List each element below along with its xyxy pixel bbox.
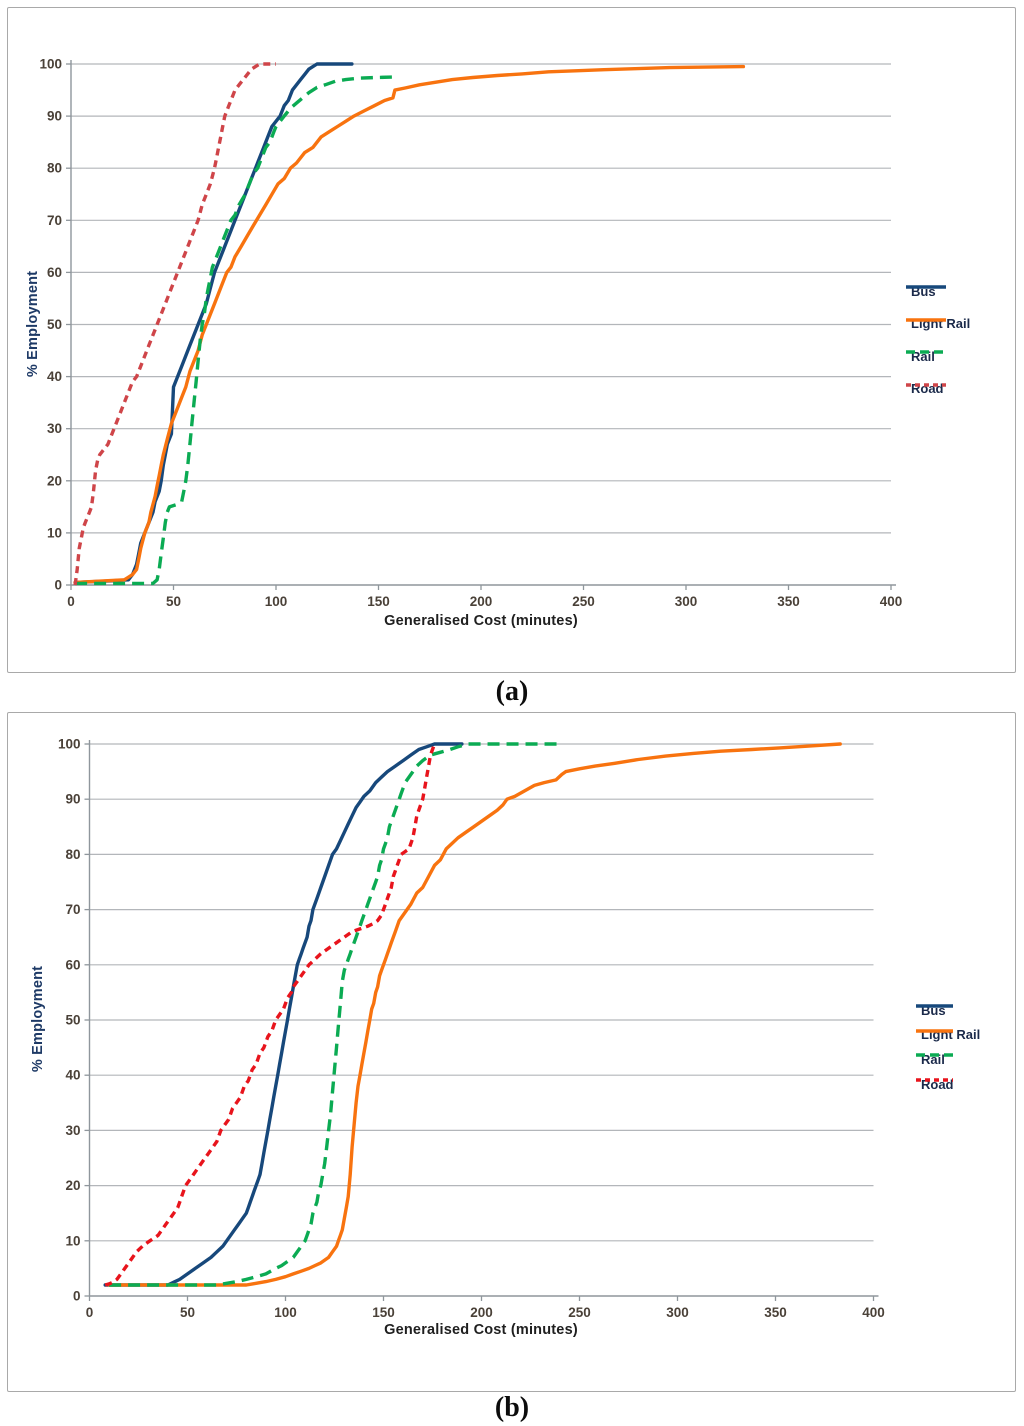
legend-line-sample: [916, 1004, 953, 1008]
x-tick-label: 0: [86, 1305, 94, 1320]
x-axis-title-b: Generalised Cost (minutes): [384, 1322, 578, 1338]
x-tick-label: 150: [372, 1305, 395, 1320]
legend-entry-bus: Bus: [916, 1002, 953, 1018]
series-line-bus: [73, 62, 354, 585]
y-tick-label: 80: [47, 161, 62, 176]
figure-a: 0 50 100 150 200 250 300 350 400 0 10 20 30 40 50 60 70 8…: [7, 7, 1016, 673]
legend-entry-light-rail: Light Rail: [916, 1027, 980, 1043]
x-tick-label: 350: [777, 594, 800, 609]
series-line-rail: [109, 742, 562, 1287]
y-tick-label: 100: [58, 737, 81, 752]
x-axis-title-a: Generalised Cost (minutes): [384, 613, 578, 629]
y-tick-label: 20: [65, 1178, 80, 1193]
series-line-rail: [75, 75, 395, 586]
x-tick-label: 400: [880, 594, 903, 609]
legend-line-sample: [906, 382, 946, 387]
series-line-bus: [103, 742, 464, 1287]
series-line-light-rail: [107, 742, 842, 1287]
x-tick-label: 0: [67, 594, 75, 609]
legend-entry-rail: Rail: [916, 1051, 953, 1067]
y-axis-title-b: % Employment: [30, 965, 46, 1073]
y-tick-label: 20: [47, 473, 62, 488]
legend-entry-road: Road: [916, 1076, 954, 1092]
x-tick-label: 100: [265, 594, 288, 609]
x-tick-label: 100: [274, 1305, 297, 1320]
y-tick-label: 90: [47, 109, 62, 124]
legend-entry-rail: Rail: [906, 348, 946, 364]
y-tick-label: 50: [47, 317, 62, 332]
legend-entry-light-rail: Light Rail: [906, 316, 970, 332]
y-tick-label: 60: [65, 957, 80, 972]
legend-line-sample: [916, 1028, 953, 1033]
y-tick-label: 90: [65, 792, 80, 807]
legend-line-sample: [906, 350, 946, 354]
y-tick-label: 80: [65, 847, 80, 862]
chart-a-canvas: 0 50 100 150 200 250 300 350 400 0 10 20 30 40 50 60 70 8…: [39, 57, 903, 610]
legend-entry-bus: Bus: [906, 283, 946, 299]
series-line-road: [104, 743, 437, 1287]
y-tick-label: 50: [65, 1013, 80, 1028]
x-tick-label: 400: [862, 1305, 885, 1320]
caption-b: (b): [494, 1392, 530, 1423]
y-axis-title-a: % Employment: [25, 270, 41, 378]
y-tick-label: 30: [47, 421, 62, 436]
x-tick-label: 250: [572, 594, 595, 609]
series-line-light-rail: [73, 64, 746, 585]
y-tick-label: 0: [54, 578, 62, 593]
y-tick-label: 70: [47, 213, 62, 228]
x-tick-label: 150: [367, 594, 390, 609]
y-tick-label: 40: [65, 1068, 80, 1083]
y-tick-label: 70: [65, 902, 80, 917]
legend-entry-road: Road: [906, 381, 946, 397]
chart-b-canvas: 0 50 100 150 200 250 300 350 400 0 10 20 30 40 50 60 70 8…: [58, 737, 885, 1321]
legend-line-sample: [916, 1078, 953, 1082]
figure-b: 0 50 100 150 200 250 300 350 400 0 10 20 30 40 50 60 70 8…: [7, 712, 1016, 1392]
x-tick-label: 300: [666, 1305, 689, 1320]
series-line-road: [73, 62, 276, 586]
legend-line-sample: [916, 1053, 953, 1058]
x-tick-label: 200: [470, 594, 493, 609]
x-tick-label: 350: [764, 1305, 787, 1320]
y-tick-label: 60: [47, 265, 62, 280]
x-tick-label: 50: [166, 594, 181, 609]
x-tick-label: 250: [568, 1305, 591, 1320]
x-tick-label: 200: [470, 1305, 493, 1320]
legend-line-sample: [906, 285, 946, 289]
caption-a: (a): [495, 676, 529, 707]
y-tick-label: 10: [47, 525, 62, 540]
legend-line-sample: [906, 317, 946, 322]
x-tick-label: 300: [675, 594, 698, 609]
y-tick-label: 40: [47, 369, 62, 384]
y-tick-label: 30: [65, 1123, 80, 1138]
y-tick-label: 0: [73, 1289, 81, 1304]
y-tick-label: 100: [39, 57, 62, 72]
x-tick-label: 50: [180, 1305, 195, 1320]
y-tick-label: 10: [65, 1233, 80, 1248]
